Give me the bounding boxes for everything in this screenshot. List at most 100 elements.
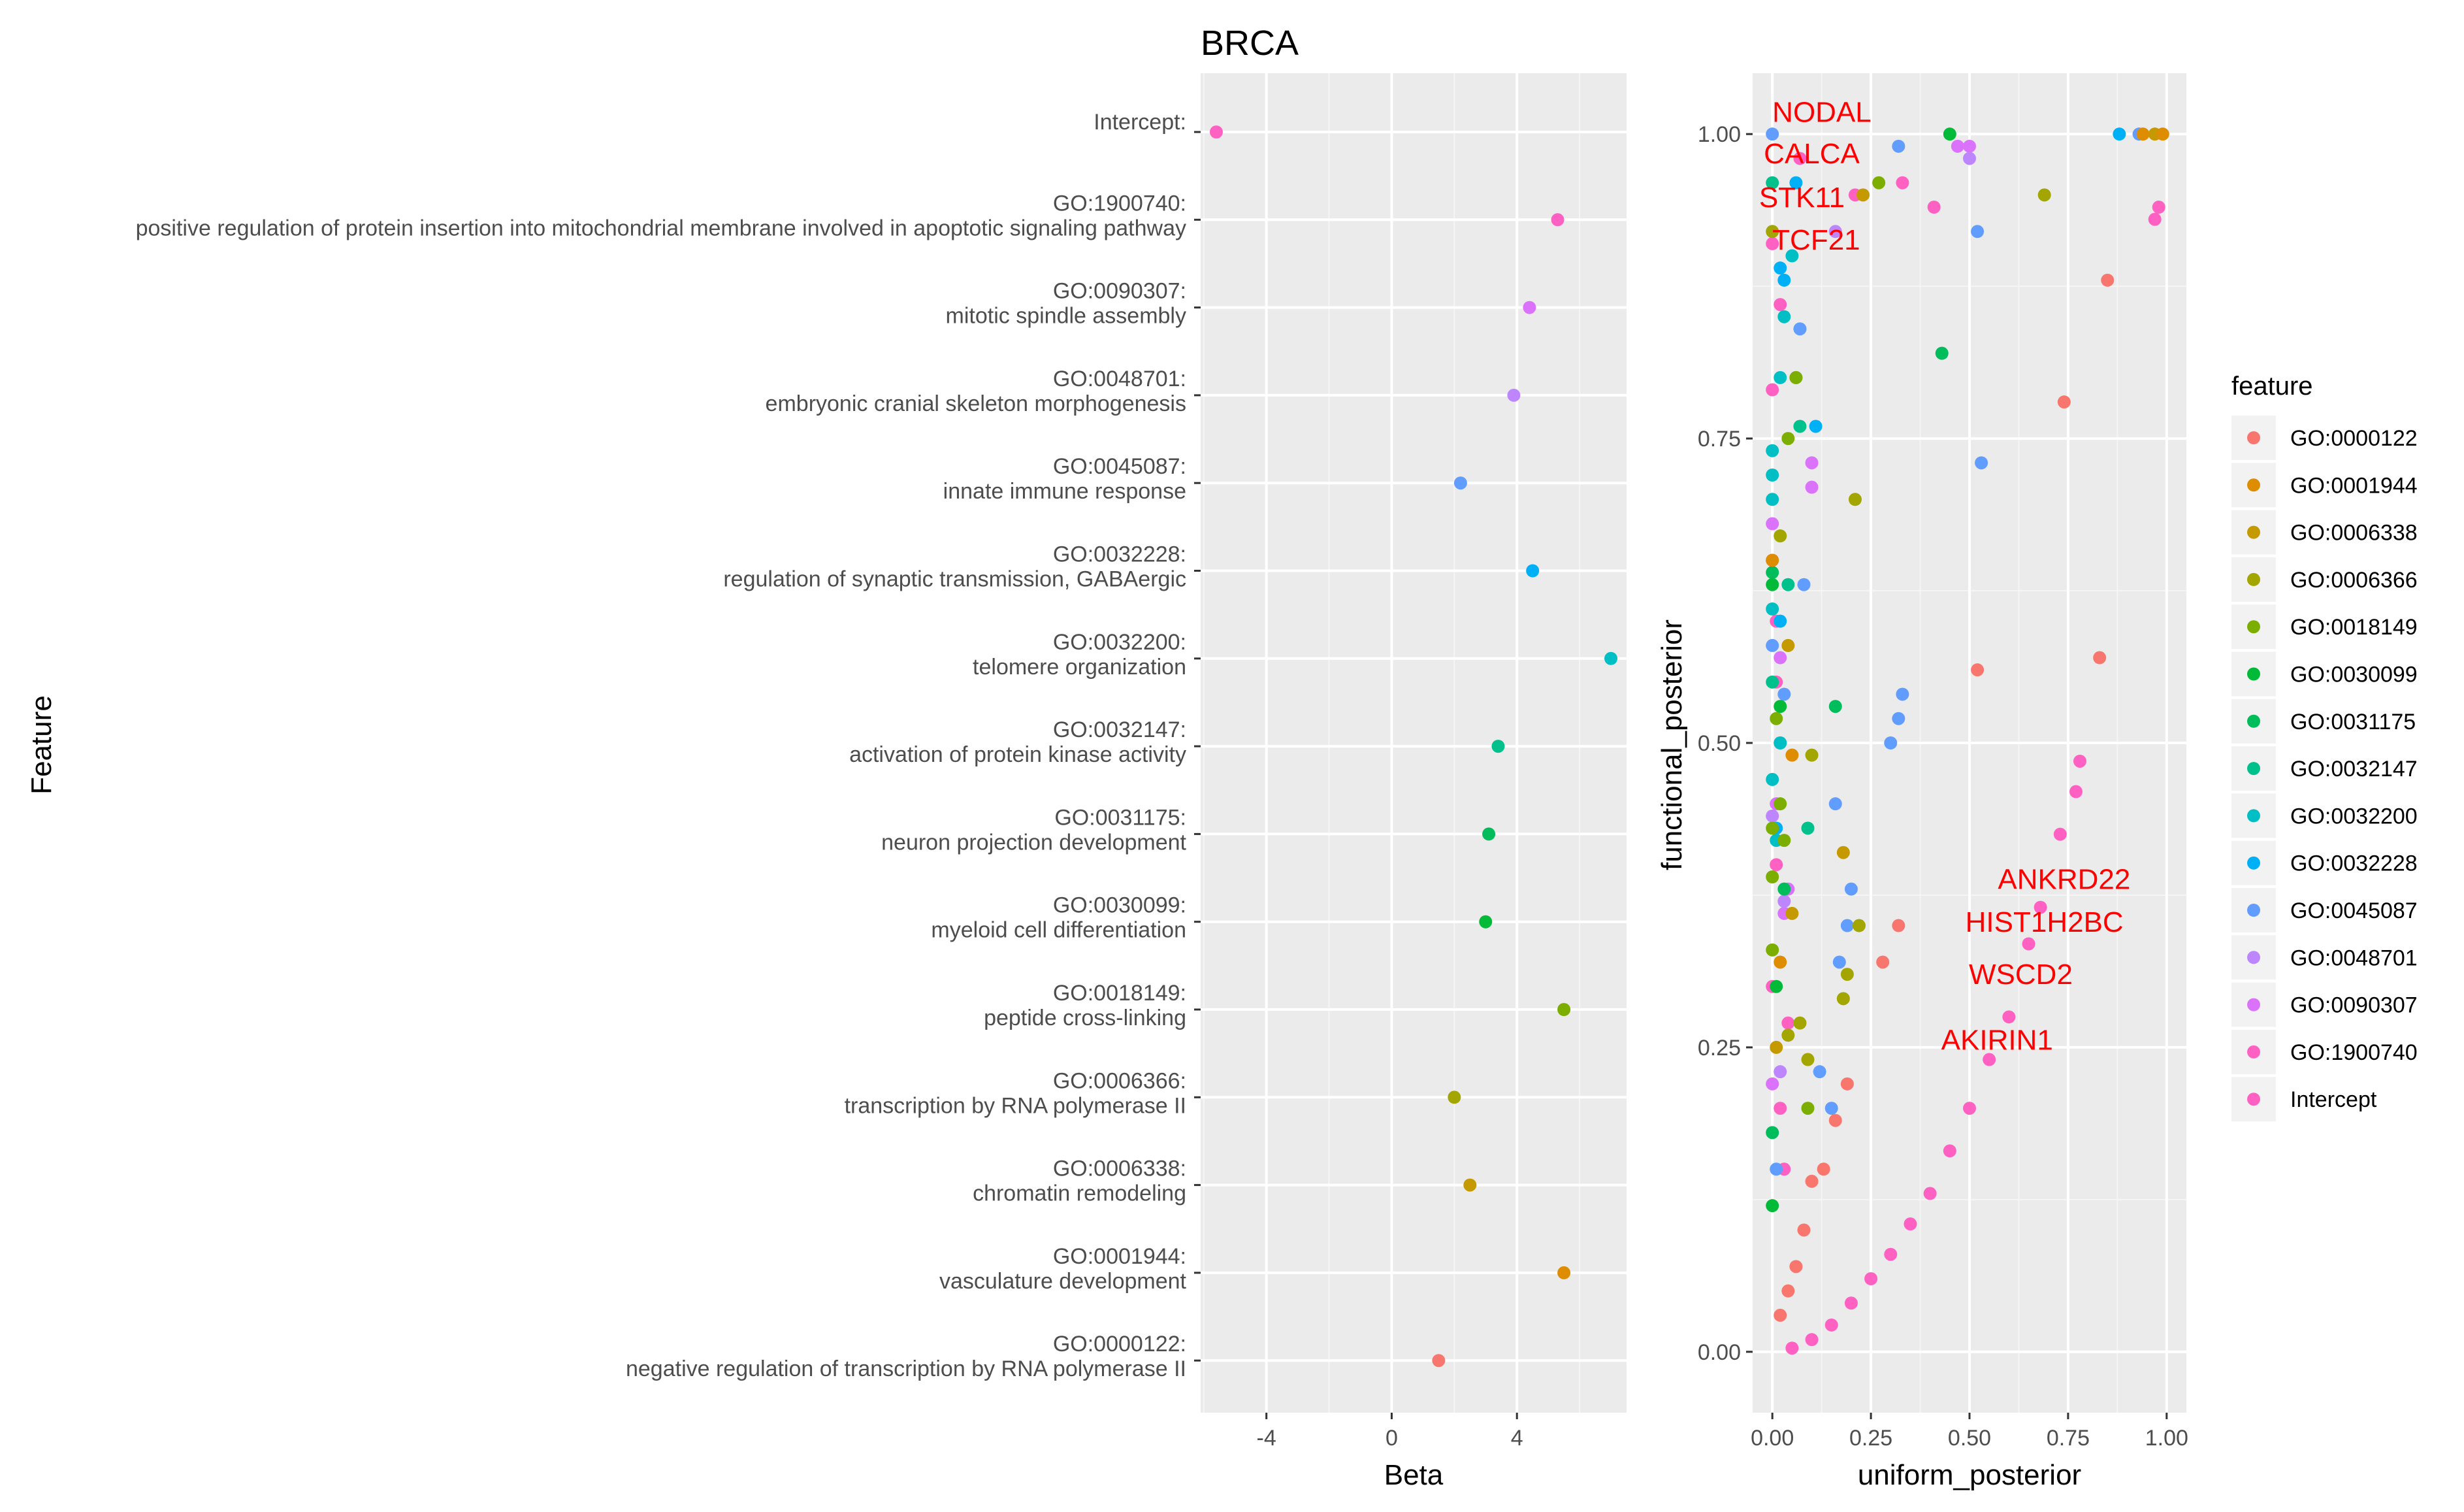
posterior-point	[1766, 383, 1779, 397]
beta-point	[1551, 213, 1564, 227]
posterior-point	[1793, 1016, 1807, 1030]
feature-id-label: GO:0006338:	[1053, 1157, 1186, 1181]
legend-label: GO:0045087	[2290, 898, 2418, 923]
feature-id-label: GO:0032200:	[1053, 630, 1186, 655]
posterior-point	[1828, 225, 1842, 238]
posterior-point	[1836, 846, 1850, 859]
posterior-x-ticks: 0.00 0.25 0.50 0.75 1.00	[1751, 1413, 2188, 1451]
feature-description-label: mitotic spindle assembly	[946, 304, 1186, 329]
legend-swatch	[2247, 525, 2260, 539]
posterior-y-tick-label: 1.00	[1698, 122, 1741, 147]
feature-description-label: embryonic cranial skeleton morphogenesis	[766, 391, 1186, 416]
legend-swatch	[2247, 951, 2260, 964]
posterior-point	[2053, 827, 2067, 841]
posterior-point	[1785, 906, 1799, 920]
feature-description-label: myeloid cell differentiation	[931, 918, 1186, 943]
legend-label: GO:0018149	[2290, 615, 2418, 640]
posterior-point	[1805, 456, 1819, 470]
beta-point	[1526, 564, 1540, 578]
legend-label: GO:0048701	[2290, 945, 2418, 970]
posterior-point	[1774, 797, 1787, 811]
posterior-point	[2093, 651, 2107, 665]
posterior-point	[1963, 1102, 1976, 1115]
posterior-x-tick-label: 0.00	[1751, 1426, 1794, 1451]
posterior-point	[1781, 432, 1795, 446]
posterior-point	[1963, 139, 1976, 153]
beta-x-axis-title: Beta	[1384, 1459, 1444, 1491]
posterior-point	[1777, 895, 1791, 908]
posterior-point	[2113, 127, 2126, 141]
feature-id-label: GO:0018149:	[1053, 981, 1186, 1006]
posterior-point	[1781, 1028, 1795, 1042]
posterior-point	[2148, 212, 2162, 226]
posterior-point	[1766, 602, 1779, 616]
gene-annotation: TCF21	[1772, 224, 1860, 256]
legend-swatch	[2247, 1093, 2260, 1106]
gene-annotation: ANKRD22	[1998, 864, 2130, 896]
feature-id-label: GO:0090307:	[1053, 279, 1186, 304]
beta-point	[1479, 915, 1493, 929]
posterior-point	[1785, 249, 1799, 263]
posterior-point	[1797, 578, 1811, 591]
feature-description-label: innate immune response	[943, 479, 1186, 504]
posterior-point	[1777, 310, 1791, 323]
posterior-point	[1951, 139, 1964, 153]
posterior-point	[2057, 395, 2071, 409]
posterior-y-tick-label: 0.25	[1698, 1036, 1741, 1060]
posterior-point	[1774, 261, 1787, 275]
legend-label: Intercept	[2290, 1087, 2377, 1112]
feature-y-axis-title: Feature	[25, 695, 57, 795]
feature-id-label: GO:0000122:	[1053, 1332, 1186, 1356]
beta-panel-grid	[1201, 73, 1627, 1413]
beta-points	[1209, 125, 1618, 1368]
legend-items: GO:0000122 GO:0001944 GO:0006338 GO:0006366…	[2231, 416, 2418, 1122]
posterior-point	[1975, 456, 1988, 470]
posterior-point	[2156, 127, 2169, 141]
gene-annotation: AKIRIN1	[1941, 1025, 2053, 1057]
posterior-point	[1805, 480, 1819, 494]
gene-annotation: STK11	[1759, 182, 1845, 214]
beta-tick-label: 0	[1386, 1426, 1398, 1451]
posterior-point	[1824, 1318, 1838, 1332]
feature-id-label: Intercept:	[1094, 110, 1186, 135]
posterior-point	[1789, 176, 1803, 189]
posterior-point	[1943, 1144, 1956, 1158]
posterior-x-tick-label: 1.00	[2145, 1426, 2188, 1451]
posterior-point	[2136, 127, 2150, 141]
posterior-point	[1971, 663, 1985, 677]
posterior-point	[1805, 1333, 1819, 1347]
posterior-point	[1824, 1102, 1838, 1115]
posterior-point	[1840, 1077, 1854, 1091]
posterior-point	[1774, 1308, 1787, 1322]
posterior-y-tick-label: 0.00	[1698, 1340, 1741, 1365]
posterior-point	[1766, 870, 1779, 883]
posterior-point	[1856, 188, 1870, 202]
posterior-point	[1840, 968, 1854, 981]
beta-point	[1463, 1178, 1477, 1192]
legend: feature GO:0000122GO:0001944GO:0006338GO…	[2231, 372, 2418, 1122]
posterior-point	[1943, 127, 1956, 141]
posterior-point	[1766, 225, 1779, 238]
posterior-point	[1935, 346, 1949, 360]
posterior-point	[1774, 1065, 1787, 1079]
posterior-x-tick-label: 0.25	[1849, 1426, 1892, 1451]
posterior-y-tick-label: 0.50	[1698, 731, 1741, 756]
posterior-point	[1774, 529, 1787, 543]
posterior-point	[1774, 651, 1787, 665]
posterior-point	[1896, 176, 1909, 189]
posterior-point	[1884, 1247, 1898, 1261]
feature-description-label: vasculature development	[939, 1269, 1187, 1294]
legend-label: GO:0001944	[2290, 473, 2418, 498]
posterior-point	[2034, 900, 2047, 914]
feature-id-label: GO:0006366:	[1053, 1068, 1186, 1093]
legend-label: GO:0032147	[2290, 757, 2418, 781]
posterior-point	[1774, 614, 1787, 628]
posterior-point	[1774, 955, 1787, 969]
feature-description-label: peptide cross-linking	[984, 1006, 1186, 1030]
posterior-point	[1766, 237, 1779, 250]
posterior-point	[1766, 638, 1779, 652]
legend-label: GO:0000122	[2290, 426, 2418, 451]
posterior-point	[1766, 1199, 1779, 1213]
posterior-point	[1774, 1102, 1787, 1115]
legend-swatch	[2247, 572, 2260, 586]
